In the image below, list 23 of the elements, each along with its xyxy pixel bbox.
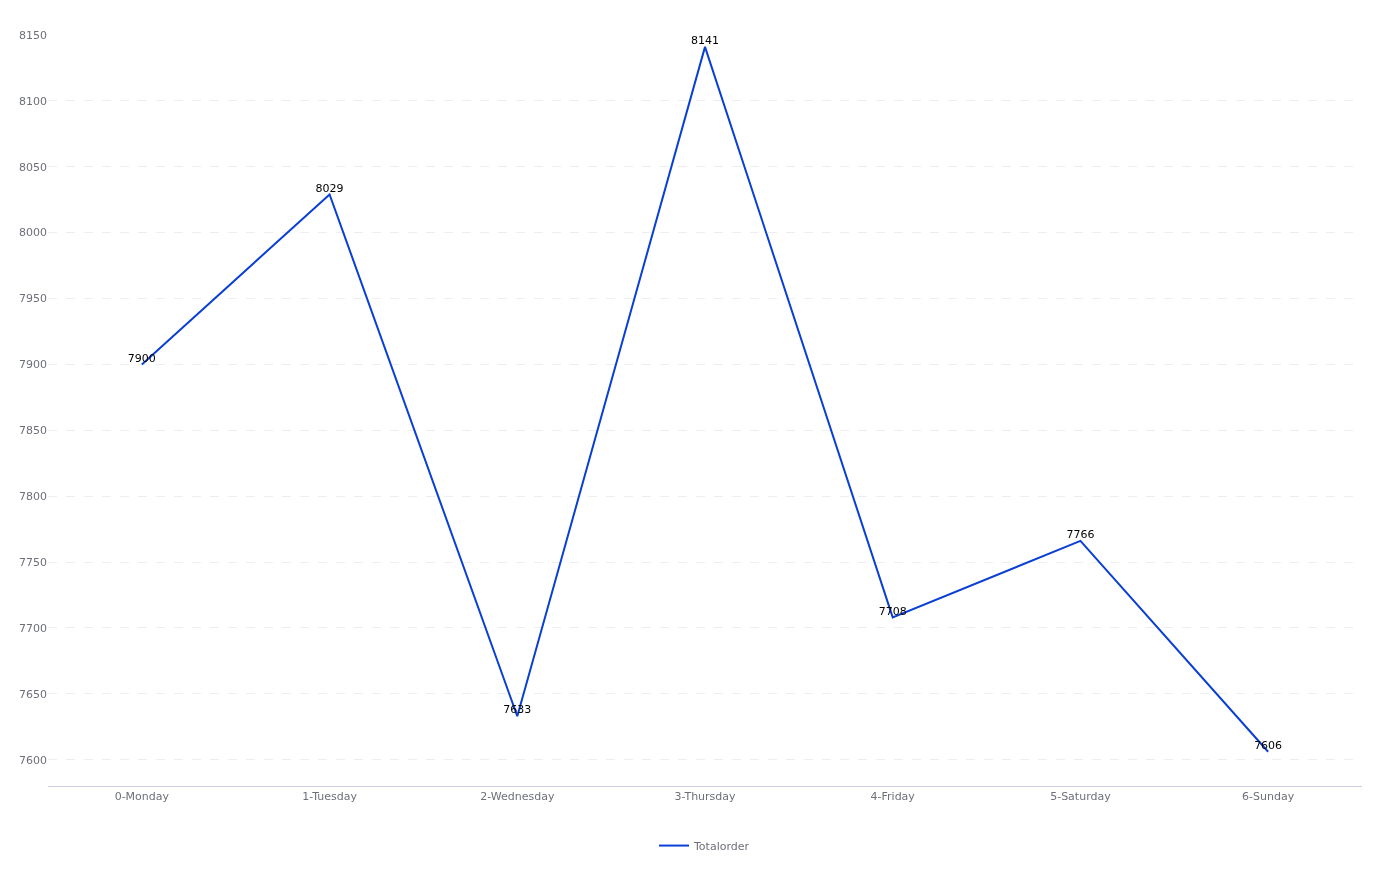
y-tick-label: 7750 — [19, 555, 47, 569]
y-tick-label: 7700 — [19, 621, 47, 635]
x-tick-label: 1-Tuesday — [302, 790, 358, 804]
x-tick-label: 6-Sunday — [1242, 790, 1295, 804]
y-tick-label: 7800 — [19, 489, 47, 503]
x-tick-label: 3-Thursday — [674, 790, 737, 804]
data-label: 8029 — [315, 181, 344, 195]
y-tick-label: 8050 — [19, 160, 47, 174]
x-tick-label: 5-Saturday — [1050, 790, 1112, 804]
y-tick-label: 7950 — [19, 292, 47, 306]
y-tick-label: 8000 — [19, 226, 47, 240]
y-tick-label: 8100 — [19, 94, 47, 108]
x-tick-label: 2-Wednesday — [480, 790, 555, 804]
data-label: 7766 — [1066, 528, 1095, 542]
legend-label: Totalorder — [693, 839, 750, 853]
y-tick-label: 7850 — [19, 424, 47, 438]
x-tick-label: 4-Friday — [870, 790, 916, 804]
y-tick-label: 8150 — [19, 28, 47, 42]
y-tick-label: 7650 — [19, 687, 47, 701]
data-label: 8141 — [691, 34, 719, 48]
y-tick-label: 7900 — [19, 358, 47, 372]
x-tick-label: 0-Monday — [114, 790, 170, 804]
y-tick-label: 7600 — [19, 753, 47, 767]
